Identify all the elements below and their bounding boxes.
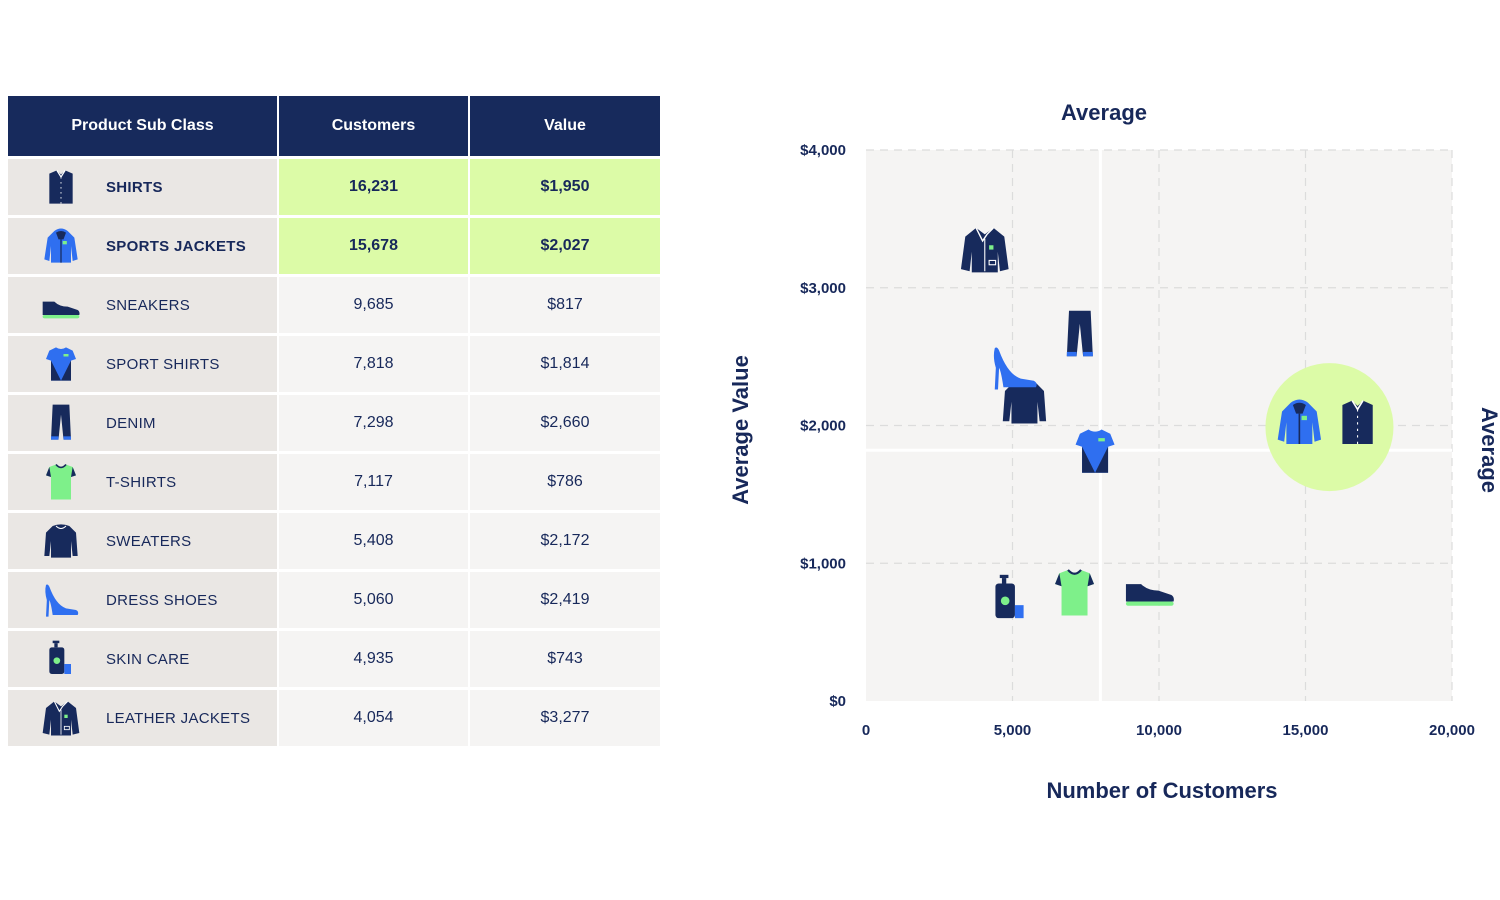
customers-cell: 16,231 bbox=[278, 156, 470, 217]
product-name: SWEATERS bbox=[106, 532, 192, 550]
table-row: LEATHER JACKETS 4,054 $3,277 bbox=[8, 687, 660, 746]
y-axis-title: Average Value bbox=[728, 355, 753, 505]
value-cell: $3,277 bbox=[469, 687, 660, 746]
product-name: SPORTS JACKETS bbox=[106, 237, 247, 255]
product-cell: SPORTS JACKETS bbox=[8, 215, 279, 276]
customers-cell: 15,678 bbox=[278, 215, 470, 276]
header-value: Value bbox=[469, 96, 660, 158]
point-leather-jacket-icon bbox=[960, 227, 1009, 273]
product-name: SPORT SHIRTS bbox=[106, 355, 220, 373]
data-points bbox=[960, 227, 1394, 619]
leather-jacket-icon bbox=[34, 697, 88, 739]
point-dress-shoe-icon bbox=[993, 347, 1037, 390]
product-cell: SPORT SHIRTS bbox=[8, 333, 279, 394]
tick-labels: 0 5,000 10,000 15,000 20,000 $0 $1,000 $2,000 $3… bbox=[800, 142, 1475, 739]
header-product-sub-class: Product Sub Class bbox=[8, 96, 279, 158]
denim-icon bbox=[34, 402, 88, 444]
product-cell: SKIN CARE bbox=[8, 628, 279, 689]
value-cell: $2,660 bbox=[469, 392, 660, 453]
point-denim-icon bbox=[1066, 310, 1093, 357]
product-table: Product Sub Class Customers Value SHIRTS… bbox=[8, 96, 660, 746]
x-tick-label: 5,000 bbox=[994, 722, 1032, 739]
x-axis-title: Number of Customers bbox=[1046, 778, 1277, 803]
point-sports-jacket-icon bbox=[1277, 399, 1322, 444]
table-row: SHIRTS 16,231 $1,950 bbox=[8, 156, 660, 217]
customers-cell: 7,117 bbox=[278, 451, 470, 512]
y-tick-label: $3,000 bbox=[800, 280, 846, 297]
table-row: SWEATERS 5,408 $2,172 bbox=[8, 510, 660, 571]
product-cell: DRESS SHOES bbox=[8, 569, 279, 630]
product-name: SNEAKERS bbox=[106, 296, 191, 314]
value-cell: $1,814 bbox=[469, 333, 660, 394]
point-skin-care-icon bbox=[995, 574, 1024, 619]
grid-lines bbox=[866, 149, 1453, 701]
table-row: DENIM 7,298 $2,660 bbox=[8, 392, 660, 453]
value-cell: $817 bbox=[469, 274, 660, 335]
skin-care-icon bbox=[34, 638, 88, 680]
product-name: DRESS SHOES bbox=[106, 591, 218, 609]
scatter-chart: 0 5,000 10,000 15,000 20,000 $0 $1,000 $2,000 $3… bbox=[728, 100, 1500, 803]
dress-shoe-icon bbox=[34, 579, 88, 621]
product-cell: LEATHER JACKETS bbox=[8, 687, 279, 746]
y-tick-label: $2,000 bbox=[800, 418, 846, 435]
table-header-row: Product Sub Class Customers Value bbox=[8, 96, 660, 158]
value-cell: $743 bbox=[469, 628, 660, 689]
customers-cell: 4,054 bbox=[278, 687, 470, 746]
y-tick-label: $0 bbox=[829, 693, 846, 710]
value-cell: $786 bbox=[469, 451, 660, 512]
table-row: SPORTS JACKETS 15,678 $2,027 bbox=[8, 215, 660, 276]
header-customers: Customers bbox=[278, 96, 470, 158]
value-cell: $2,419 bbox=[469, 569, 660, 630]
sneaker-icon bbox=[34, 284, 88, 326]
customers-cell: 9,685 bbox=[278, 274, 470, 335]
product-name: SHIRTS bbox=[106, 178, 163, 196]
point-sneaker-icon bbox=[1125, 584, 1174, 606]
sweater-icon bbox=[34, 520, 88, 562]
value-cell: $2,027 bbox=[469, 215, 660, 276]
product-cell: SNEAKERS bbox=[8, 274, 279, 335]
value-cell: $2,172 bbox=[469, 510, 660, 571]
table-row: SPORT SHIRTS 7,818 $1,814 bbox=[8, 333, 660, 394]
y-tick-label: $1,000 bbox=[800, 555, 846, 572]
customers-cell: 4,935 bbox=[278, 628, 470, 689]
sport-shirt-icon bbox=[34, 343, 88, 385]
product-name: T-SHIRTS bbox=[106, 473, 177, 491]
customers-cell: 7,818 bbox=[278, 333, 470, 394]
product-cell: SWEATERS bbox=[8, 510, 279, 571]
right-average-label: Average bbox=[1477, 407, 1500, 493]
customers-cell: 5,408 bbox=[278, 510, 470, 571]
table-row: DRESS SHOES 5,060 $2,419 bbox=[8, 569, 660, 630]
product-cell: SHIRTS bbox=[8, 156, 279, 217]
tshirt-icon bbox=[34, 461, 88, 503]
product-cell: DENIM bbox=[8, 392, 279, 453]
product-name: DENIM bbox=[106, 414, 156, 432]
point-tshirt-icon bbox=[1055, 569, 1095, 616]
table-row: T-SHIRTS 7,117 $786 bbox=[8, 451, 660, 512]
x-tick-label: 20,000 bbox=[1429, 722, 1475, 739]
table-row: SNEAKERS 9,685 $817 bbox=[8, 274, 660, 335]
shirt-icon bbox=[34, 166, 88, 208]
y-tick-label: $4,000 bbox=[800, 142, 846, 159]
value-cell: $1,950 bbox=[469, 156, 660, 217]
x-tick-label: 10,000 bbox=[1136, 722, 1182, 739]
sports-jacket-icon bbox=[34, 225, 88, 267]
highlight-circle bbox=[1265, 363, 1394, 492]
point-sport-shirt-icon bbox=[1075, 429, 1115, 473]
customers-cell: 7,298 bbox=[278, 392, 470, 453]
table-row: SKIN CARE 4,935 $743 bbox=[8, 628, 660, 689]
top-average-label: Average bbox=[1061, 100, 1147, 125]
product-name: SKIN CARE bbox=[106, 650, 190, 668]
product-cell: T-SHIRTS bbox=[8, 451, 279, 512]
point-shirt-icon bbox=[1342, 400, 1373, 444]
product-name: LEATHER JACKETS bbox=[106, 709, 251, 727]
x-tick-label: 0 bbox=[862, 722, 870, 739]
x-tick-label: 15,000 bbox=[1283, 722, 1329, 739]
customers-cell: 5,060 bbox=[278, 569, 470, 630]
